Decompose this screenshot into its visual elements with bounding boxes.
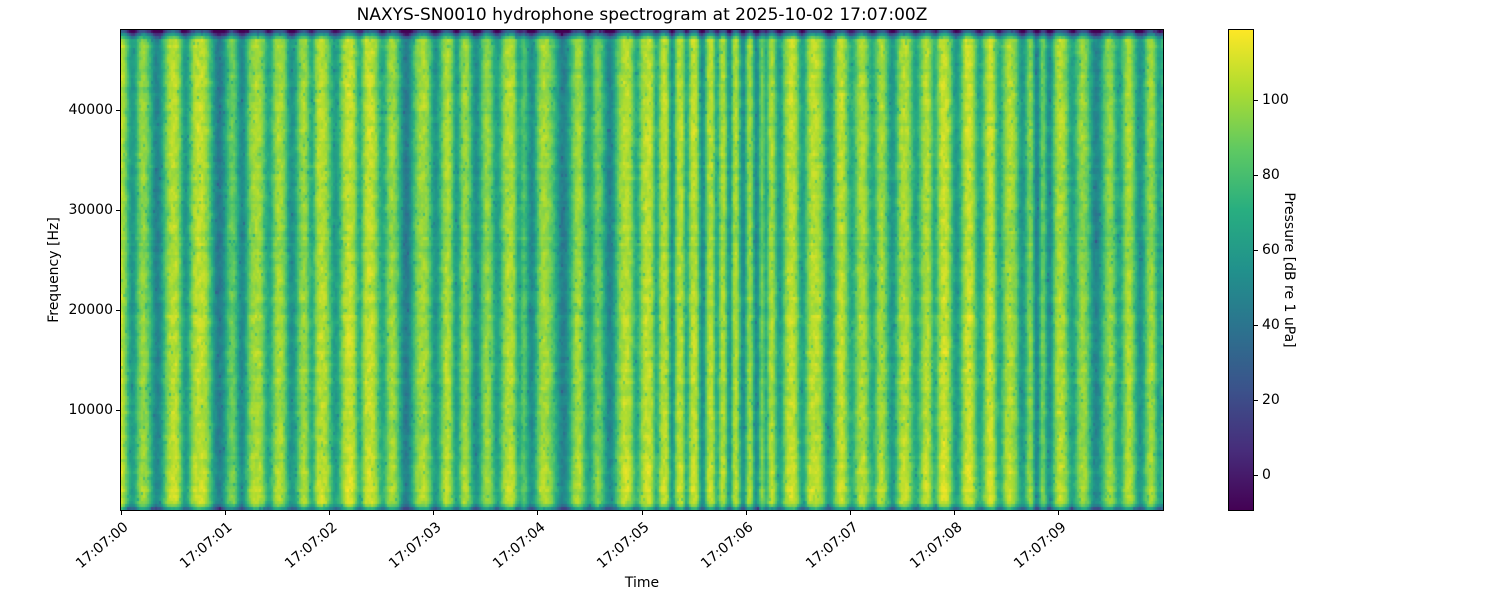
x-tick-label: 17:07:09 xyxy=(1010,519,1070,572)
x-tick-label: 17:07:03 xyxy=(385,519,445,572)
x-tick-label: 17:07:04 xyxy=(489,519,549,572)
colorbar-tick-label: 60 xyxy=(1262,242,1280,259)
y-tick-mark xyxy=(116,109,120,111)
x-tick-mark xyxy=(224,511,226,515)
colorbar xyxy=(1228,29,1254,511)
x-tick-mark xyxy=(954,511,956,515)
x-tick-label: 17:07:02 xyxy=(281,519,341,572)
y-tick-mark xyxy=(116,209,120,211)
x-axis-label: Time xyxy=(624,575,660,591)
chart-title: NAXYS-SN0010 hydrophone spectrogram at 2… xyxy=(356,5,928,25)
x-tick-mark xyxy=(120,511,122,515)
colorbar-tick-label: 0 xyxy=(1262,467,1271,484)
x-tick-mark xyxy=(1058,511,1060,515)
colorbar-tick-label: 40 xyxy=(1262,317,1280,334)
colorbar-tick-mark xyxy=(1254,174,1258,176)
y-axis-label: Frequency [Hz] xyxy=(46,217,62,323)
colorbar-tick-mark xyxy=(1254,99,1258,101)
x-tick-label: 17:07:07 xyxy=(802,519,862,572)
y-tick-mark xyxy=(116,309,120,311)
y-tick-mark xyxy=(116,409,120,411)
spectrogram-heatmap xyxy=(121,30,1163,510)
x-tick-label: 17:07:00 xyxy=(73,519,132,572)
colorbar-tick-label: 20 xyxy=(1262,392,1280,409)
x-tick-mark xyxy=(849,511,851,515)
x-tick-mark xyxy=(537,511,539,515)
colorbar-tick-mark xyxy=(1254,474,1258,476)
colorbar-label: Pressure [dB re 1 uPa] xyxy=(1281,192,1297,348)
x-tick-mark xyxy=(745,511,747,515)
x-tick-label: 17:07:06 xyxy=(698,519,757,572)
colorbar-tick-label: 100 xyxy=(1262,92,1289,109)
colorbar-tick-mark xyxy=(1254,324,1258,326)
colorbar-tick-mark xyxy=(1254,399,1258,401)
plot-area xyxy=(120,29,1164,511)
x-tick-label: 17:07:08 xyxy=(906,519,966,572)
colorbar-tick-mark xyxy=(1254,249,1258,251)
x-tick-mark xyxy=(433,511,435,515)
y-tick-label: 10000 xyxy=(68,402,113,418)
x-tick-label: 17:07:01 xyxy=(177,519,236,572)
x-tick-label: 17:07:05 xyxy=(594,519,653,572)
colorbar-tick-label: 80 xyxy=(1262,167,1280,184)
x-tick-mark xyxy=(328,511,330,515)
y-tick-label: 20000 xyxy=(68,302,113,318)
y-tick-label: 40000 xyxy=(68,102,113,118)
colorbar-gradient xyxy=(1229,30,1253,510)
x-tick-mark xyxy=(641,511,643,515)
y-tick-label: 30000 xyxy=(68,202,113,218)
